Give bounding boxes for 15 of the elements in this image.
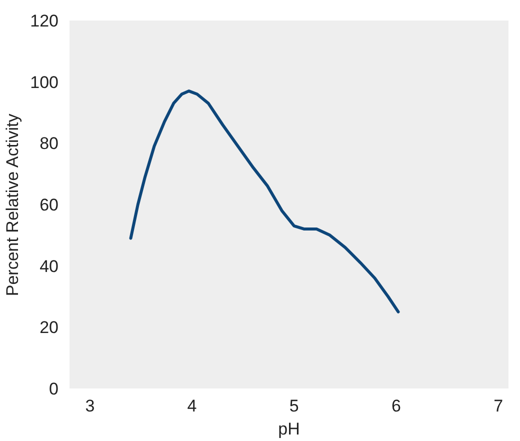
y-tick-label: 0	[49, 380, 59, 398]
x-tick-label: 5	[289, 396, 299, 416]
y-tick-label: 60	[40, 196, 59, 214]
x-tick-label: 7	[494, 396, 504, 416]
x-tick-label: 4	[187, 396, 197, 416]
y-tick-label: 80	[40, 134, 59, 154]
y-tick-label: 20	[40, 318, 59, 338]
y-tick-label: 100	[30, 72, 59, 92]
line-series	[129, 90, 400, 314]
x-tick-label: 3	[85, 396, 95, 416]
y-tick-label: 40	[40, 256, 59, 276]
y-tick-label: 120	[30, 12, 59, 30]
x-tick-label: 6	[391, 396, 401, 416]
x-axis-title: pH	[278, 420, 300, 438]
y-axis-title: Percent Relative Activity	[3, 113, 22, 296]
